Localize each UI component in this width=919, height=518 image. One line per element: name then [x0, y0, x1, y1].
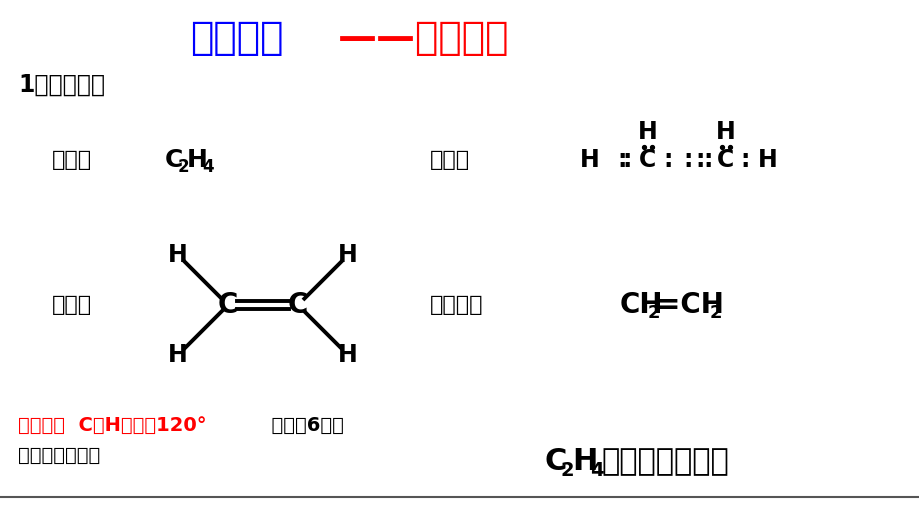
Text: 1、分子结构: 1、分子结构: [18, 73, 105, 97]
Text: 2: 2: [177, 158, 189, 176]
Text: C: C: [717, 148, 734, 172]
Text: H: H: [638, 120, 657, 144]
Text: C: C: [288, 291, 308, 319]
Text: :: :: [621, 148, 631, 172]
Text: ——不饱和烃: ——不饱和烃: [337, 19, 509, 57]
Text: :: :: [702, 148, 712, 172]
Text: H: H: [757, 148, 777, 172]
Text: H: H: [338, 243, 357, 267]
Text: 分子中6原子: 分子中6原子: [257, 415, 344, 435]
Text: C: C: [165, 148, 183, 172]
Text: CH: CH: [619, 291, 663, 319]
Text: 都在同一平面上: 都在同一平面上: [18, 445, 100, 465]
Text: :: :: [663, 148, 672, 172]
Text: 结构简式: 结构简式: [429, 295, 483, 315]
Text: H: H: [580, 148, 599, 172]
Text: :: :: [617, 148, 626, 172]
Text: H: H: [715, 120, 735, 144]
Text: 是最简单的烯烃: 是最简单的烯烃: [600, 448, 728, 477]
Text: C: C: [639, 148, 656, 172]
Text: 2: 2: [647, 304, 660, 322]
Text: H: H: [572, 448, 596, 477]
Text: 分子式: 分子式: [52, 150, 92, 170]
Text: 平面结构  C－H键夹角120°: 平面结构 C－H键夹角120°: [18, 415, 207, 435]
Text: :: :: [695, 148, 704, 172]
Text: H: H: [187, 148, 208, 172]
Text: :: :: [740, 148, 749, 172]
Text: :: :: [683, 148, 692, 172]
Text: H: H: [338, 343, 357, 367]
Text: 一、乙烯: 一、乙烯: [190, 19, 283, 57]
Text: 结构式: 结构式: [52, 295, 92, 315]
Text: H: H: [168, 243, 187, 267]
Text: C: C: [544, 448, 567, 477]
Text: 4: 4: [202, 158, 213, 176]
Text: 2: 2: [561, 462, 574, 481]
Text: C: C: [218, 291, 238, 319]
Text: H: H: [168, 343, 187, 367]
Text: 电子式: 电子式: [429, 150, 470, 170]
Text: 2: 2: [709, 304, 721, 322]
Text: 4: 4: [589, 462, 603, 481]
Text: =CH: =CH: [656, 291, 723, 319]
